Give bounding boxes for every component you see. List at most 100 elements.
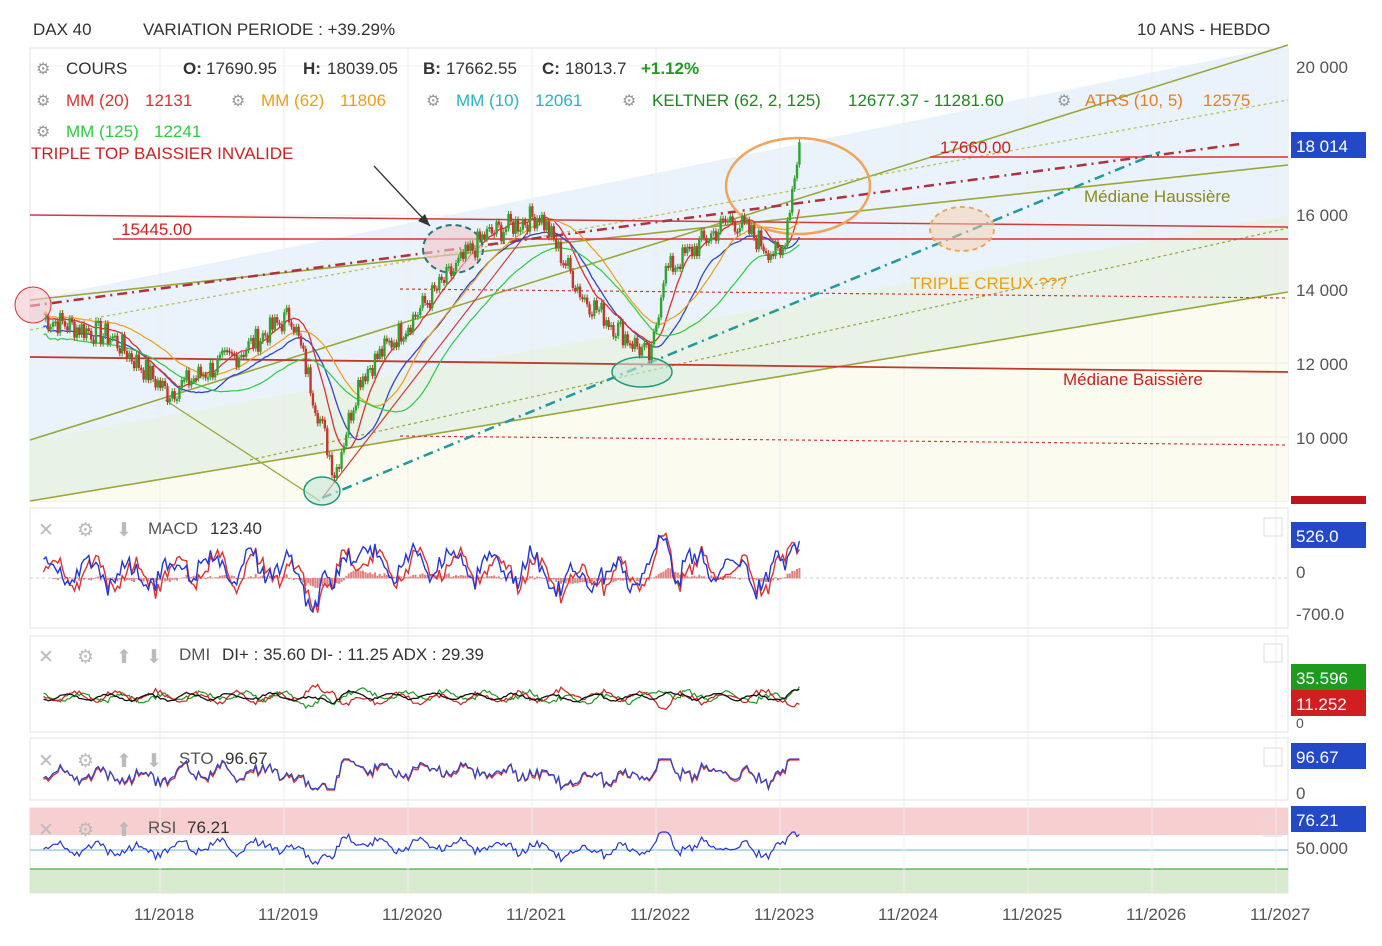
candle-body <box>256 328 260 352</box>
sto-tag <box>1291 743 1366 769</box>
candle-body <box>492 233 496 236</box>
gear-icon[interactable]: ⚙ <box>77 820 94 841</box>
gear-icon[interactable]: ⚙ <box>77 647 94 668</box>
candle-body <box>380 348 384 357</box>
gear-icon[interactable]: ⚙ <box>231 93 245 110</box>
macd-histogram-bar <box>221 575 224 579</box>
arrow-up-icon[interactable]: ⬆ <box>116 647 132 668</box>
candle-body <box>519 229 522 232</box>
candle-body <box>783 246 787 249</box>
candle-body <box>605 320 608 326</box>
close-icon[interactable]: ✕ <box>38 820 54 841</box>
candle-body <box>702 230 706 238</box>
candle-body <box>194 378 198 381</box>
macd-histogram-bar <box>300 578 303 581</box>
gear-icon[interactable]: ⚙ <box>1057 93 1071 110</box>
macd-histogram-bar <box>56 578 59 581</box>
arrow-down-icon[interactable]: ⬇ <box>146 647 162 668</box>
macd-histogram-bar <box>366 573 369 579</box>
macd-histogram-bar <box>421 573 424 579</box>
macd-histogram-bar <box>564 578 567 584</box>
candle-body <box>228 350 231 353</box>
candle-body <box>209 362 212 378</box>
candle-body <box>669 255 672 268</box>
candle-body <box>557 241 560 249</box>
maximize-icon[interactable] <box>1263 643 1283 663</box>
close-icon[interactable]: ✕ <box>38 520 54 541</box>
candle-body <box>180 379 183 389</box>
rsi-label: RSI <box>148 818 176 837</box>
candle-body <box>173 391 176 400</box>
candle-body <box>531 206 534 217</box>
candle-body <box>638 346 641 356</box>
macd-histogram-bar <box>650 577 653 579</box>
macd-value: 123.40 <box>210 519 262 538</box>
candle-body <box>75 327 79 338</box>
gear-icon[interactable]: ⚙ <box>77 751 94 772</box>
gear-icon[interactable]: ⚙ <box>36 93 50 110</box>
candle-body <box>149 365 152 381</box>
maximize-icon[interactable] <box>1263 817 1283 837</box>
period-label[interactable]: 10 ANS - HEBDO <box>1137 20 1270 39</box>
legend-mm10-label: MM (10) <box>456 91 519 110</box>
macd-histogram-bar <box>548 578 551 582</box>
macd-panel: ✕ ⚙ ⬇ MACD 123.40 526.0 0 -700.0 <box>38 517 1366 624</box>
macd-histogram-bar <box>400 576 403 579</box>
arrow-down-icon[interactable]: ⬇ <box>146 751 162 772</box>
candle-body <box>585 297 589 305</box>
candle-body <box>497 221 501 225</box>
legend-mm125-value: 12241 <box>154 122 201 141</box>
candle-body <box>390 340 393 348</box>
gear-icon[interactable]: ⚙ <box>426 93 440 110</box>
macd-tick: 0 <box>1296 563 1305 582</box>
candle-body <box>540 214 544 223</box>
gear-icon[interactable]: ⚙ <box>622 93 636 110</box>
candle-body <box>144 360 148 380</box>
candle-body <box>61 312 64 322</box>
macd-histogram-bar <box>617 578 620 580</box>
macd-histogram-bar <box>517 578 520 580</box>
candle-body <box>581 297 584 300</box>
candle-body <box>433 285 436 289</box>
arrow-up-icon[interactable]: ⬆ <box>116 820 132 841</box>
arrow-up-icon[interactable]: ⬆ <box>116 751 132 772</box>
macd-histogram-bar <box>798 568 801 579</box>
candle-body <box>588 304 591 315</box>
close-icon[interactable]: ✕ <box>38 751 54 772</box>
candle-body <box>161 381 164 388</box>
macd-histogram-bar <box>624 578 627 581</box>
candle-body <box>640 347 644 356</box>
macd-histogram-bar <box>540 577 543 579</box>
level-high-label: 17660.00 <box>940 138 1011 157</box>
arrow-down-icon[interactable]: ⬇ <box>116 520 132 541</box>
gear-icon[interactable]: ⚙ <box>36 124 50 141</box>
candle-body <box>478 231 482 240</box>
candle-body <box>388 340 391 343</box>
candle-body <box>106 323 110 344</box>
rsi-overbought-band <box>30 808 1288 835</box>
close-icon[interactable]: ✕ <box>38 647 54 668</box>
macd-histogram-bar <box>772 578 775 581</box>
candle-body <box>483 234 486 240</box>
gear-icon[interactable]: ⚙ <box>77 520 94 541</box>
mm125-line <box>43 244 800 413</box>
candle-body <box>791 189 794 213</box>
candle-body <box>101 335 105 344</box>
gear-icon[interactable]: ⚙ <box>36 61 50 78</box>
macd-histogram-bar <box>409 576 412 579</box>
rsi-tick: 50.000 <box>1296 839 1348 858</box>
candle-body <box>729 216 732 221</box>
macd-histogram-bar <box>87 578 90 580</box>
candle-body <box>545 221 548 231</box>
sto-value: 96.67 <box>225 749 268 768</box>
panel-frame <box>29 737 1289 801</box>
candle-body <box>404 333 408 340</box>
candle-body <box>392 342 396 348</box>
candle-body <box>538 218 541 223</box>
maximize-icon[interactable] <box>1263 747 1283 767</box>
maximize-icon[interactable] <box>1263 517 1283 537</box>
candle-body <box>421 295 424 309</box>
candle-body <box>490 227 493 234</box>
candle-body <box>407 327 410 334</box>
candle-body <box>442 279 446 283</box>
